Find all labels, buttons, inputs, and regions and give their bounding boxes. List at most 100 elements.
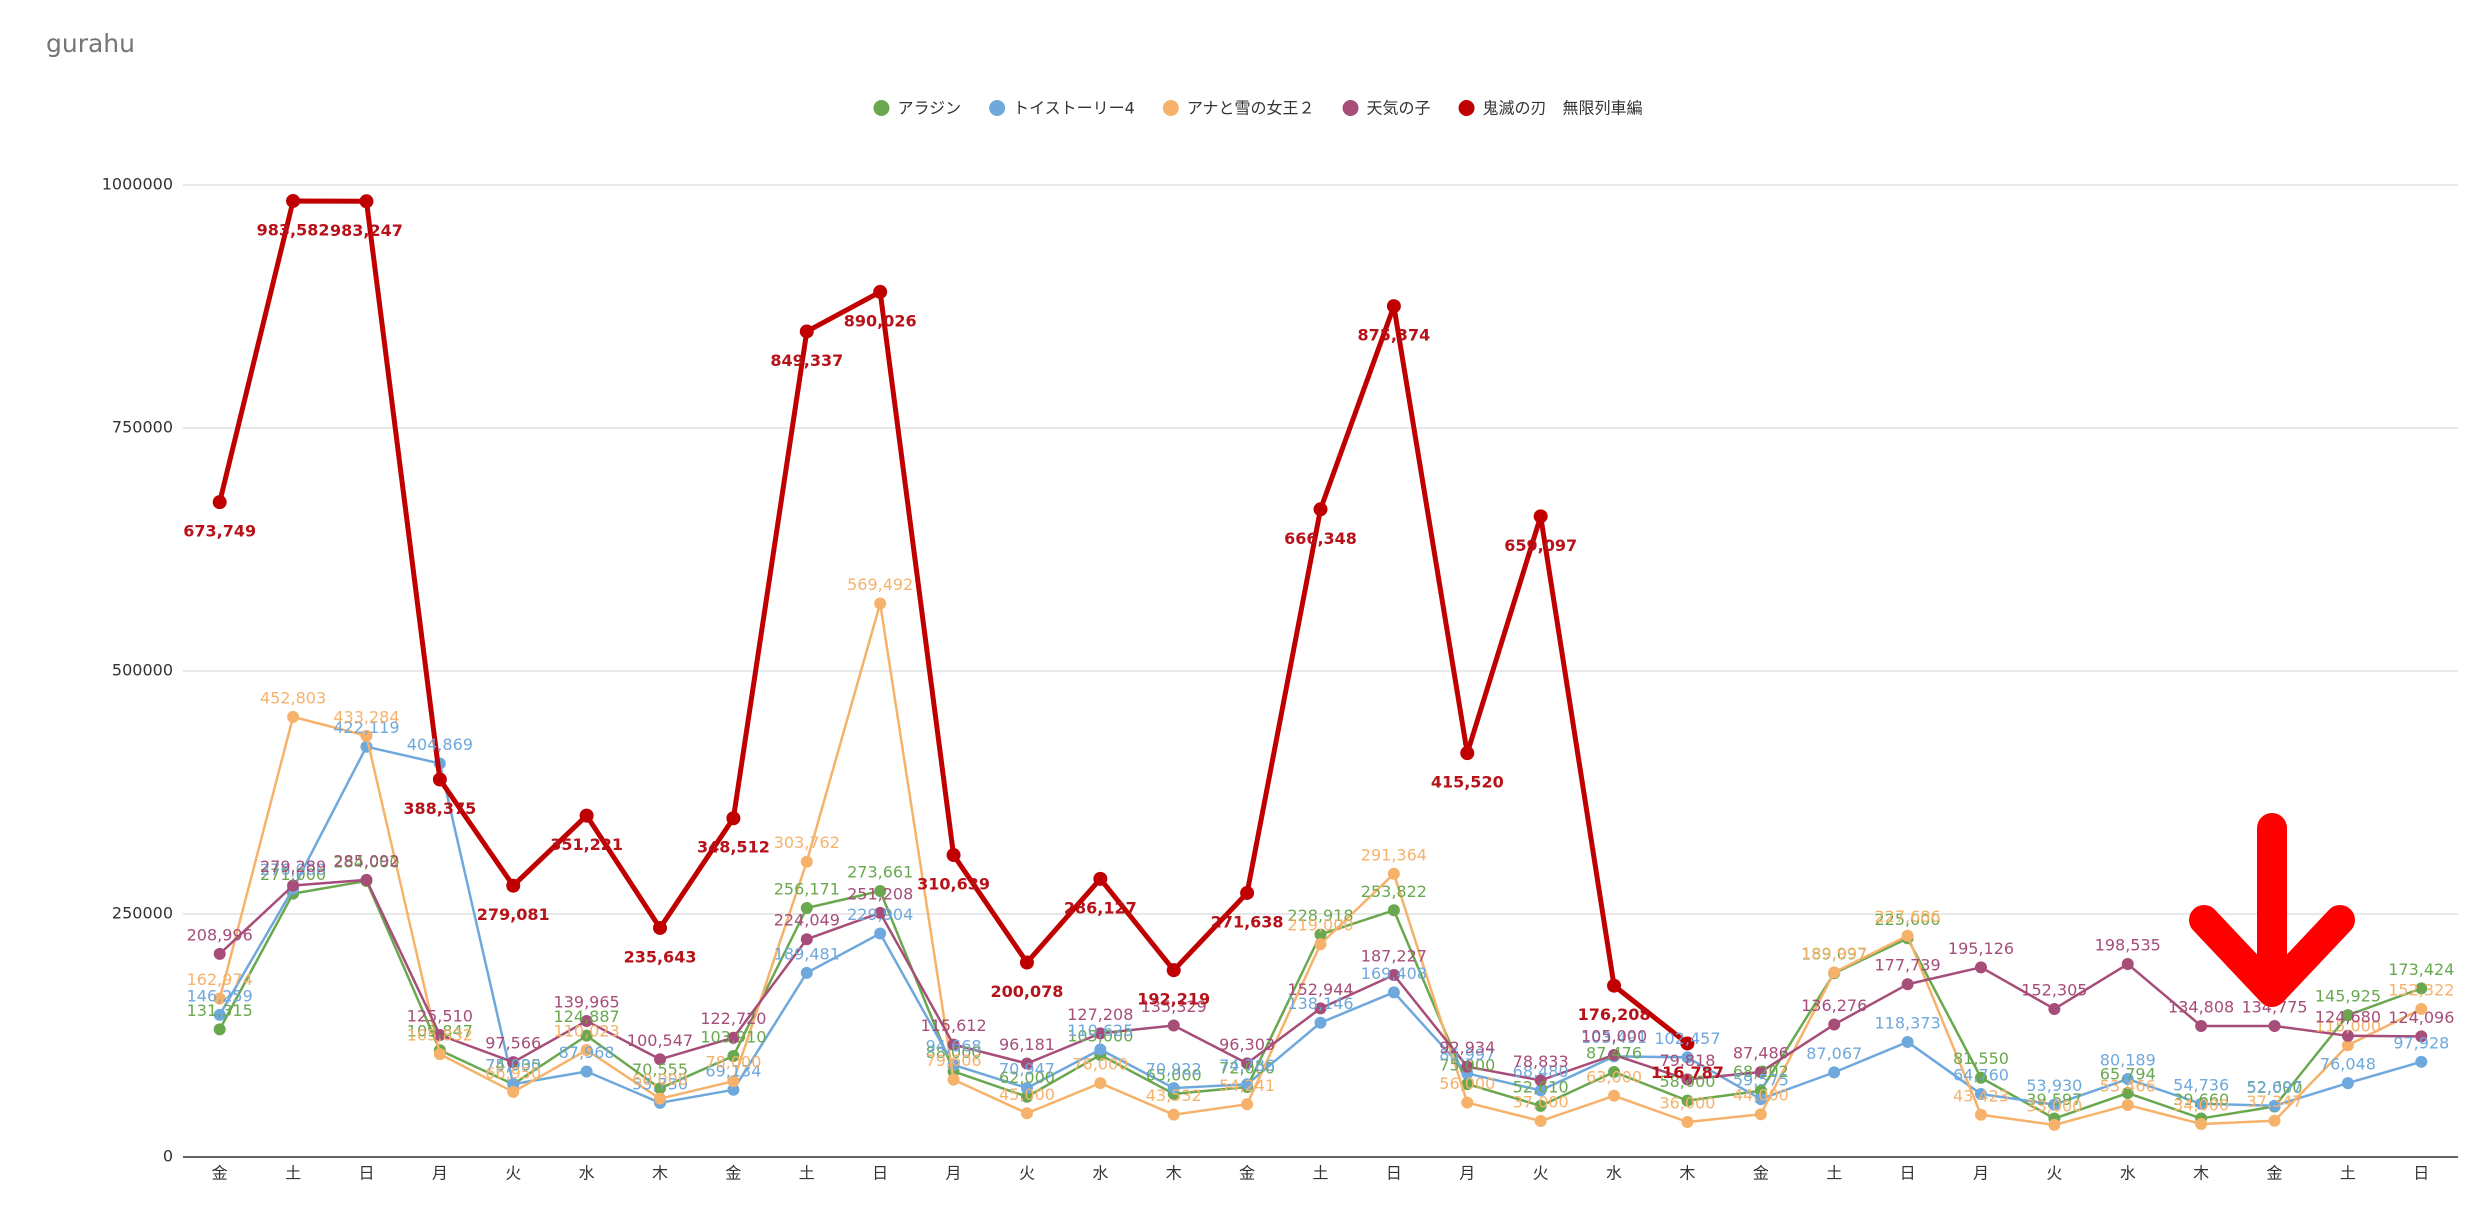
point [213, 947, 226, 960]
x-tick-label: 日 [872, 1164, 888, 1183]
data-label: 115,000 [2315, 1017, 2381, 1036]
point [1974, 961, 1987, 974]
data-label: 63,000 [1586, 1067, 1642, 1086]
x-tick-label: 火 [1019, 1164, 1035, 1183]
data-label: 135,329 [1141, 997, 1207, 1016]
point [2415, 982, 2428, 995]
point [1681, 1051, 1694, 1064]
point [1167, 1108, 1180, 1121]
data-label: 251,208 [847, 884, 913, 903]
data-label: 124,680 [2315, 1007, 2381, 1026]
point [1386, 299, 1401, 314]
point [1534, 1115, 1547, 1128]
data-label: 271,000 [260, 865, 326, 884]
data-label: 124,096 [2388, 1008, 2454, 1027]
point [2195, 1117, 2208, 1130]
chart-title: gurahu [46, 29, 135, 58]
data-label: 187,227 [1361, 947, 1427, 966]
data-label: 127,208 [1067, 1005, 1133, 1024]
point [2048, 1118, 2061, 1131]
point [1901, 978, 1914, 991]
data-label: 55,730 [632, 1074, 688, 1093]
point [1166, 963, 1181, 978]
point [1314, 1002, 1327, 1015]
data-label: 146,259 [187, 986, 253, 1005]
data-label: 195,126 [1948, 939, 2014, 958]
x-tick-label: 木 [2193, 1164, 2209, 1183]
data-label: 54,736 [2173, 1075, 2229, 1094]
legend-label: 天気の子 [1367, 99, 1431, 118]
point [2121, 958, 2134, 971]
point [1461, 1078, 1474, 1091]
x-tick-label: 日 [358, 1164, 374, 1183]
point [1608, 1048, 1621, 1061]
data-label: 75,000 [485, 1056, 541, 1075]
point [800, 933, 813, 946]
legend-label: トイストーリー4 [1013, 99, 1135, 118]
point [2415, 1030, 2428, 1043]
data-label: 56,000 [1439, 1074, 1495, 1093]
y-tick-label: 500000 [112, 661, 173, 680]
legend-marker [989, 100, 1006, 116]
data-label: 415,520 [1431, 773, 1504, 792]
data-label: 122,720 [700, 1009, 766, 1028]
point [1974, 1108, 1987, 1121]
data-label: 59,575 [1733, 1071, 1789, 1090]
point [1608, 1065, 1621, 1078]
data-label: 109,847 [407, 1022, 473, 1041]
grid: 0 250000 500000 750000 1000000 金 土 日 月 火 水 木 金 土 日 月 火 水 木… [102, 175, 2458, 1183]
x-tick-label: 金 [1753, 1164, 1769, 1183]
point [2415, 1055, 2428, 1068]
data-label: 76,000 [1072, 1055, 1128, 1074]
data-label: 849,337 [770, 351, 843, 370]
data-label: 54,241 [1219, 1076, 1275, 1095]
point [360, 729, 373, 742]
legend-marker [1342, 100, 1359, 116]
data-label: 145,925 [2315, 987, 2381, 1006]
data-label: 53,466 [2100, 1077, 2156, 1096]
data-label: 105,000 [1067, 1026, 1133, 1045]
point [654, 1053, 667, 1066]
point [1387, 904, 1400, 917]
point [1680, 1036, 1695, 1051]
x-tick-label: 火 [1533, 1164, 1549, 1183]
point [1314, 1016, 1327, 1029]
point [1754, 1108, 1767, 1121]
data-label: 189,097 [1801, 945, 1867, 964]
data-label: 118,373 [1875, 1013, 1941, 1032]
data-label: 225,000 [1875, 910, 1941, 929]
point [580, 1014, 593, 1027]
point [874, 927, 887, 940]
point [1241, 1098, 1254, 1111]
x-tick-label: 月 [946, 1164, 962, 1183]
data-label: 75,000 [1439, 1056, 1495, 1075]
point [287, 879, 300, 892]
point [800, 966, 813, 979]
data-label: 78,000 [705, 1053, 761, 1072]
point [433, 1048, 446, 1061]
legend-label: アラジン [897, 99, 961, 118]
data-label: 96,181 [999, 1035, 1055, 1054]
data-label: 192,219 [1137, 990, 1210, 1009]
point [433, 1029, 446, 1042]
data-label: 890,026 [844, 311, 917, 330]
point [654, 1082, 667, 1095]
point [947, 1038, 960, 1051]
point [1533, 509, 1548, 524]
arrow-annotation [2189, 813, 2355, 1007]
point [1167, 1019, 1180, 1032]
x-tick-label: 日 [1900, 1164, 1916, 1183]
data-label: 279,081 [477, 905, 550, 924]
x-tick-label: 土 [1826, 1164, 1842, 1183]
point [2121, 1087, 2134, 1100]
data-label: 36,000 [1659, 1094, 1715, 1113]
data-label: 138,146 [1287, 994, 1353, 1013]
point [1534, 1084, 1547, 1097]
data-label: 110,023 [554, 1022, 620, 1041]
data-label: 348,512 [697, 838, 770, 857]
x-tick-label: 金 [212, 1164, 228, 1183]
point [2195, 1019, 2208, 1032]
point [507, 1056, 520, 1069]
point [213, 1023, 226, 1036]
